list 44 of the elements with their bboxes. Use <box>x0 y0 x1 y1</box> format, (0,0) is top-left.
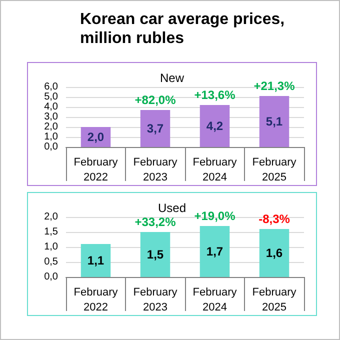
x-tick-label: February 2025 <box>252 156 297 184</box>
x-tick-label: February 2023 <box>133 156 178 184</box>
annotation: +21,3% <box>254 79 296 93</box>
data-label: 1,5 <box>146 248 164 262</box>
data-label: 5,1 <box>266 114 283 128</box>
y-tick-label: 0,0 <box>44 272 58 282</box>
y-tick-label: 3,0 <box>44 112 58 122</box>
y-tick-label: 6,0 <box>44 82 58 92</box>
y-tick-label: 1,0 <box>44 132 58 142</box>
bar <box>200 226 230 277</box>
chart-subtitle: New <box>160 71 184 85</box>
y-tick-label: 4,0 <box>44 102 58 112</box>
bar <box>259 229 290 277</box>
annotation: +13,6% <box>194 88 236 102</box>
x-tick-label: February 2023 <box>133 286 178 314</box>
data-label: 2,0 <box>87 130 104 144</box>
x-tick-label: February 2024 <box>192 156 238 184</box>
x-tick-label: February 2025 <box>252 286 297 314</box>
bar <box>140 110 170 147</box>
x-tick-label: February 2024 <box>192 286 238 314</box>
chart-title: Korean car average prices, million rubles <box>80 10 286 48</box>
annotation: +33,2% <box>134 215 176 229</box>
chart-subtitle: Used <box>158 201 186 215</box>
y-tick-label: 1,5 <box>44 226 58 238</box>
annotation: +19,0% <box>194 209 236 223</box>
data-label: 1,7 <box>206 244 224 258</box>
x-tick-label: February 2022 <box>74 156 118 184</box>
bar <box>200 105 230 147</box>
y-tick-label: 1,0 <box>44 242 58 252</box>
annotation: -8,3% <box>258 212 290 226</box>
data-label: 3,7 <box>146 122 164 136</box>
data-label: 1,6 <box>266 246 283 260</box>
y-tick-label: 5,0 <box>44 92 58 102</box>
bar <box>140 232 170 277</box>
annotation: +82,0% <box>134 93 176 107</box>
y-tick-label: 2,0 <box>44 122 58 132</box>
bar <box>259 96 290 147</box>
x-tick-label: February 2022 <box>74 286 118 314</box>
data-label: 1,1 <box>87 254 104 268</box>
y-tick-label: 0,0 <box>44 142 58 152</box>
y-tick-label: 0,5 <box>44 256 58 268</box>
y-tick-label: 2,0 <box>44 212 58 222</box>
bar <box>80 244 111 277</box>
data-label: 4,2 <box>206 119 224 133</box>
